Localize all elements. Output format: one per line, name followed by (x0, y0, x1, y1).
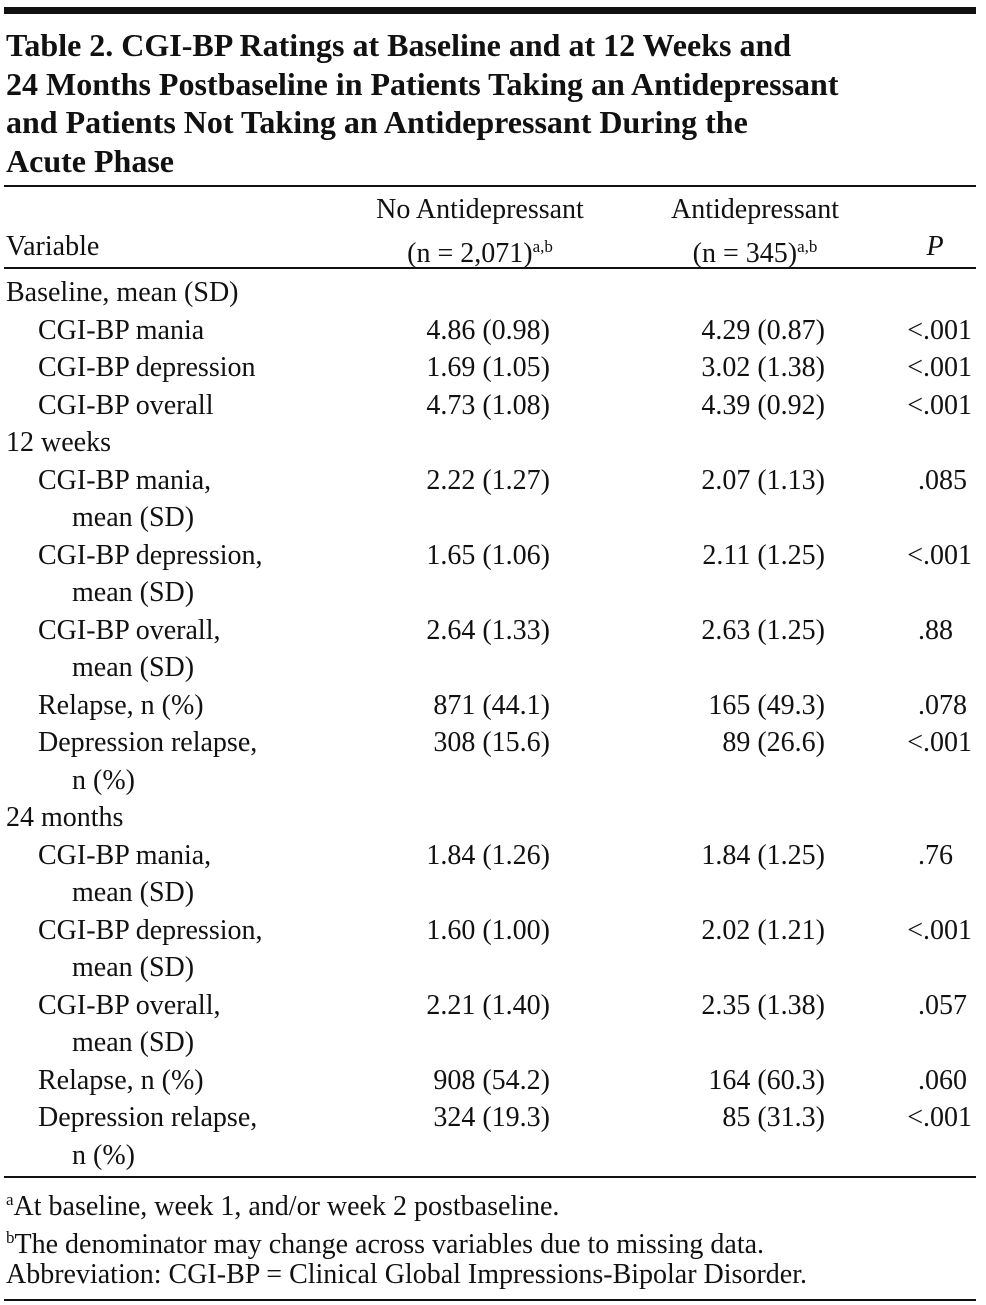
cell: 89 (26.6) (722, 727, 825, 758)
section-title: 12 weeks (6, 427, 111, 458)
cell: 165 (49.3) (708, 689, 825, 721)
row-label: mean (SD) (72, 877, 195, 908)
top-rule (4, 7, 976, 14)
row-label: CGI-BP mania, (38, 839, 212, 871)
title-line: Table 2. CGI-BP Ratings at Baseline and … (6, 27, 792, 63)
row-label: Relapse, n (%) (38, 1064, 204, 1096)
cell: 1.60 (1.00) (426, 914, 550, 946)
footnote-mark: a (6, 1190, 14, 1209)
row-label: mean (SD) (72, 652, 195, 683)
footnote-text: At baseline, week 1, and/or week 2 postb… (13, 1191, 560, 1222)
p-value: <.001 (907, 914, 972, 946)
cell: 4.39 (0.92) (701, 389, 825, 421)
title-line: and Patients Not Taking an Antidepressan… (6, 104, 748, 140)
column-n: (n = 345)a,b (693, 229, 818, 269)
title-line: 24 Months Postbaseline in Patients Takin… (6, 65, 839, 102)
p-value: <.001 (907, 352, 972, 383)
row-label: CGI-BP overall, (38, 989, 221, 1021)
cell: 1.65 (1.06) (426, 539, 550, 571)
row-label: CGI-BP depression, (38, 539, 263, 571)
column-n-text: (n = 2,071) (407, 238, 533, 269)
row-label: n (%) (72, 1139, 135, 1171)
cell: 324 (19.3) (433, 1102, 550, 1133)
cell: 2.21 (1.40) (426, 989, 550, 1021)
row-label: Depression relapse, (38, 1102, 258, 1133)
abbreviation: Abbreviation: CGI-BP = Clinical Global I… (6, 1259, 807, 1290)
p-value: <.001 (907, 727, 972, 758)
footnote-mark: a,b (797, 237, 818, 256)
p-value: .76 (918, 839, 953, 871)
cell: 2.64 (1.33) (426, 614, 550, 646)
cell: 2.22 (1.27) (426, 464, 550, 496)
footnote: bThe denominator may change across varia… (6, 1220, 764, 1260)
row-label: Depression relapse, (38, 727, 258, 758)
cell: 4.29 (0.87) (701, 314, 825, 346)
cell: 4.73 (1.08) (426, 389, 550, 421)
title-rule (4, 185, 976, 187)
p-value: .085 (918, 464, 967, 496)
row-label: CGI-BP mania, (38, 464, 212, 496)
p-value: <.001 (907, 1102, 972, 1133)
row-label: mean (SD) (72, 952, 195, 983)
column-header: P (926, 231, 944, 262)
cell: 1.84 (1.25) (701, 839, 825, 871)
header-rule (4, 267, 976, 269)
cell: 2.02 (1.21) (701, 914, 825, 946)
column-header: Antidepressant (671, 194, 839, 225)
bottom-rule (4, 1299, 976, 1301)
row-label: CGI-BP overall (38, 389, 214, 421)
row-label: CGI-BP depression (38, 352, 256, 383)
footnote: aAt baseline, week 1, and/or week 2 post… (6, 1182, 559, 1222)
row-label: CGI-BP depression, (38, 914, 263, 946)
row-label: CGI-BP overall, (38, 614, 221, 646)
cell: 1.84 (1.26) (426, 839, 550, 871)
p-value: .057 (918, 989, 967, 1021)
row-label: mean (SD) (72, 577, 195, 608)
column-n-text: (n = 345) (692, 238, 798, 269)
p-value: <.001 (907, 314, 972, 346)
row-label: CGI-BP mania (38, 314, 205, 346)
column-header: Variable (6, 231, 100, 262)
column-header: No Antidepressant (376, 194, 584, 225)
cell: 4.86 (0.98) (426, 314, 550, 346)
cell: 908 (54.2) (433, 1064, 550, 1096)
cell: 2.07 (1.13) (701, 464, 825, 496)
section-title: 24 months (6, 802, 124, 833)
column-n: (n = 2,071)a,b (407, 229, 553, 269)
cell: 2.35 (1.38) (701, 989, 825, 1021)
row-label: mean (SD) (72, 1027, 195, 1058)
cell: 871 (44.1) (433, 689, 550, 721)
p-value: <.001 (907, 539, 972, 571)
p-value: .88 (918, 614, 953, 646)
row-label: n (%) (72, 764, 135, 796)
section-title: Baseline, mean (SD) (6, 277, 239, 308)
cell: 308 (15.6) (433, 727, 550, 758)
cell: 1.69 (1.05) (426, 352, 550, 383)
p-value: <.001 (907, 389, 972, 421)
cell: 2.11 (1.25) (702, 539, 825, 571)
row-label: Relapse, n (%) (38, 689, 204, 721)
body-rule (4, 1176, 976, 1178)
p-value: .060 (918, 1064, 967, 1096)
title-line: Acute Phase (6, 142, 174, 179)
footnote-mark: b (6, 1227, 15, 1247)
footnote-mark: a,b (532, 237, 553, 256)
p-value: .078 (918, 689, 967, 721)
cell: 2.63 (1.25) (701, 614, 825, 646)
cell: 85 (31.3) (722, 1102, 825, 1133)
cell: 3.02 (1.38) (701, 352, 825, 383)
cell: 164 (60.3) (708, 1064, 825, 1096)
footnote-text: The denominator may change across variab… (14, 1228, 765, 1260)
row-label: mean (SD) (72, 502, 195, 533)
